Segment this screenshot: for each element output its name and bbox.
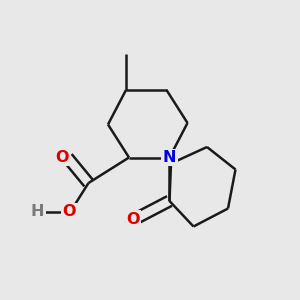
Text: H: H <box>31 204 44 219</box>
Text: N: N <box>163 150 176 165</box>
Text: O: O <box>56 150 69 165</box>
Text: O: O <box>62 204 76 219</box>
Text: O: O <box>126 212 139 226</box>
